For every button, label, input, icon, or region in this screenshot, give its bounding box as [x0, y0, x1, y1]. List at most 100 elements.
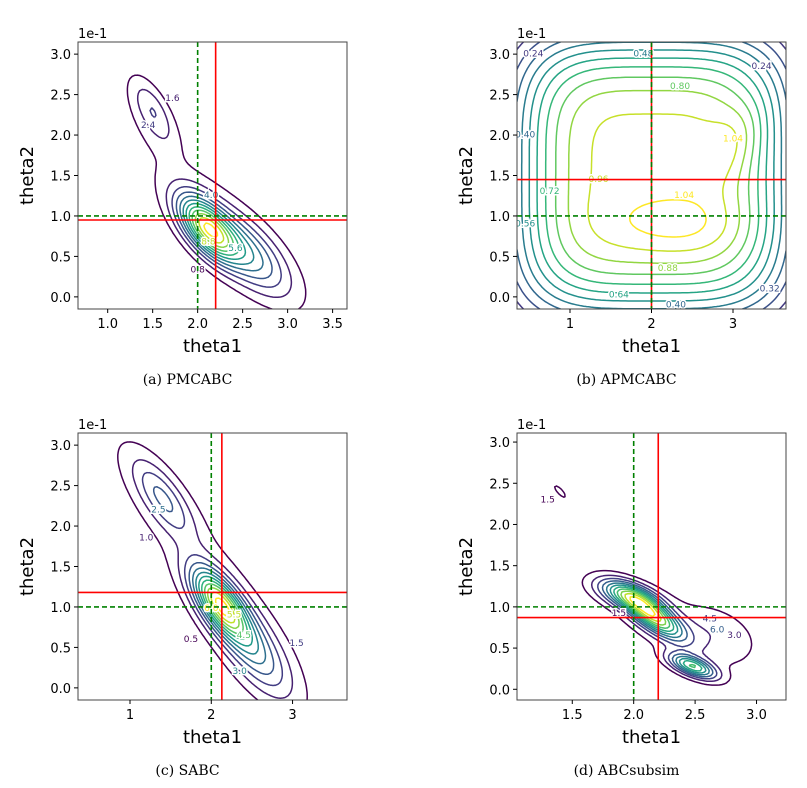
y-tick-label: 1.0 — [50, 210, 71, 225]
y-tick-label: 0.0 — [50, 682, 71, 697]
y-tick-label: 2.5 — [50, 89, 71, 104]
y-tick-label: 3.0 — [50, 439, 71, 454]
x-tick-label: 3 — [288, 708, 296, 723]
contour-level-2 — [152, 486, 275, 675]
contour-label: 0.40 — [515, 131, 535, 141]
y-tick-label: 1.5 — [50, 170, 71, 185]
x-tick-label: 3 — [729, 317, 737, 332]
axes-frame — [77, 432, 348, 701]
y-tick-label: 1.5 — [489, 560, 510, 575]
x-tick-label: 2.5 — [232, 317, 253, 332]
subfigure-caption: (d) ABCsubsim — [574, 763, 680, 779]
contour-level-5 — [206, 587, 240, 630]
contour-level-0-4 — [517, 42, 786, 309]
contour-level-0-5 — [117, 441, 308, 700]
contour-level-5-5 — [210, 591, 236, 624]
contour-level-16-5 — [629, 595, 656, 618]
y-tick-label: 2.5 — [489, 477, 510, 492]
x-tick-label: 1.5 — [142, 317, 163, 332]
y-axis-label: theta2 — [456, 537, 477, 596]
y-axis-label: theta2 — [17, 146, 38, 205]
contour-label: 5.5 — [227, 611, 241, 621]
subfigure-caption: (b) APMCABC — [576, 372, 676, 388]
x-tick-label: 3.0 — [746, 708, 767, 723]
contour-label: 0.48 — [633, 50, 653, 60]
y-tick-label: 2.0 — [489, 129, 510, 144]
contour-level-1 — [131, 459, 294, 699]
subplot-a: 2.41.64.05.68.80.81.01.52.02.53.03.50.00… — [17, 27, 348, 388]
contour-label: 0.64 — [609, 291, 629, 301]
contour-level-1-5 — [553, 485, 753, 686]
contour-label: 4.5 — [703, 615, 717, 625]
contour-lines: 1.54.56.03.01.5 — [517, 433, 786, 700]
contour-label: 3.0 — [233, 667, 248, 677]
y-tick-label: 1.0 — [489, 210, 510, 225]
contour-label: 2.4 — [141, 121, 156, 131]
contour-level-4-8 — [182, 199, 255, 265]
contour-lines: 0.240.480.801.040.400.720.961.040.560.88… — [515, 42, 786, 310]
contour-label: 3.0 — [727, 631, 742, 641]
contour-level-7-2 — [191, 209, 235, 252]
contour-label: 5.6 — [228, 244, 243, 254]
y-tick-label: 2.0 — [50, 129, 71, 144]
x-axis-label: theta1 — [622, 336, 681, 357]
y-offset-text: 1e-1 — [517, 418, 546, 433]
contour-label: 2.5 — [151, 505, 165, 515]
contour-level-3-5 — [198, 575, 254, 647]
contour-label: 8.8 — [201, 237, 216, 247]
contour-level-2-5 — [191, 567, 267, 665]
subplot-c: 2.51.00.54.55.56.03.01.51230.00.51.01.52… — [17, 418, 348, 779]
y-tick-label: 0.5 — [489, 642, 510, 657]
contour-level-0-88 — [567, 89, 748, 265]
y-offset-text: 1e-1 — [78, 418, 107, 433]
y-axis-label: theta2 — [17, 537, 38, 596]
axes-frame — [77, 41, 348, 310]
contour-lines: 2.51.00.54.55.56.03.01.5 — [78, 433, 347, 700]
contour-label: 0.24 — [752, 62, 772, 72]
contour-label: 1.6 — [165, 94, 180, 104]
y-tick-label: 3.0 — [489, 436, 510, 451]
contour-label: 0.40 — [666, 300, 686, 310]
x-tick-label: 2.0 — [187, 317, 208, 332]
contour-label: 0.88 — [658, 264, 678, 274]
contour-label: 1.5 — [541, 495, 555, 505]
contour-level-0-72 — [544, 66, 762, 285]
x-tick-label: 2.0 — [623, 708, 644, 723]
y-tick-label: 1.0 — [50, 601, 71, 616]
y-tick-label: 0.5 — [50, 250, 71, 265]
y-tick-label: 1.0 — [489, 601, 510, 616]
contour-level-7-5 — [605, 582, 710, 676]
contour-level-0-56 — [528, 49, 776, 302]
y-tick-label: 1.5 — [489, 170, 510, 185]
y-tick-label: 2.0 — [489, 518, 510, 533]
x-tick-label: 2.5 — [685, 708, 706, 723]
contour-label: 0.24 — [523, 50, 543, 60]
contour-label: 0.56 — [515, 220, 535, 230]
contour-level-0-48 — [520, 42, 783, 309]
x-tick-label: 2 — [207, 708, 215, 723]
contour-level-1-04 — [629, 199, 707, 238]
y-tick-label: 0.0 — [489, 683, 510, 698]
y-axis-label: theta2 — [456, 146, 477, 205]
y-tick-label: 0.5 — [50, 641, 71, 656]
y-tick-label: 3.0 — [489, 48, 510, 63]
contour-lines: 2.41.64.05.68.80.8 — [78, 42, 347, 309]
y-tick-label: 2.5 — [489, 89, 510, 104]
x-axis-label: theta1 — [183, 727, 242, 748]
contour-label: 0.5 — [184, 635, 198, 645]
contour-level-9 — [609, 584, 707, 674]
contour-level-0-8 — [554, 76, 755, 276]
contour-label: 0.72 — [540, 187, 560, 197]
contour-level-1-6 — [136, 88, 293, 299]
axes-frame — [516, 432, 787, 701]
x-axis-label: theta1 — [183, 336, 242, 357]
y-tick-label: 2.0 — [50, 520, 71, 535]
x-axis-label: theta1 — [622, 727, 681, 748]
subplot-d: 1.54.56.03.01.51.5 2.0 2.5 3.00.00.51.01.52… — [456, 418, 787, 779]
y-offset-text: 1e-1 — [517, 27, 546, 42]
y-tick-label: 0.0 — [50, 291, 71, 306]
contour-label: 1.5 — [289, 639, 303, 649]
subplot-b: 0.240.480.801.040.400.720.961.040.560.88… — [456, 27, 787, 388]
x-tick-label: 2 — [647, 317, 655, 332]
contour-label: 0.32 — [760, 284, 780, 294]
